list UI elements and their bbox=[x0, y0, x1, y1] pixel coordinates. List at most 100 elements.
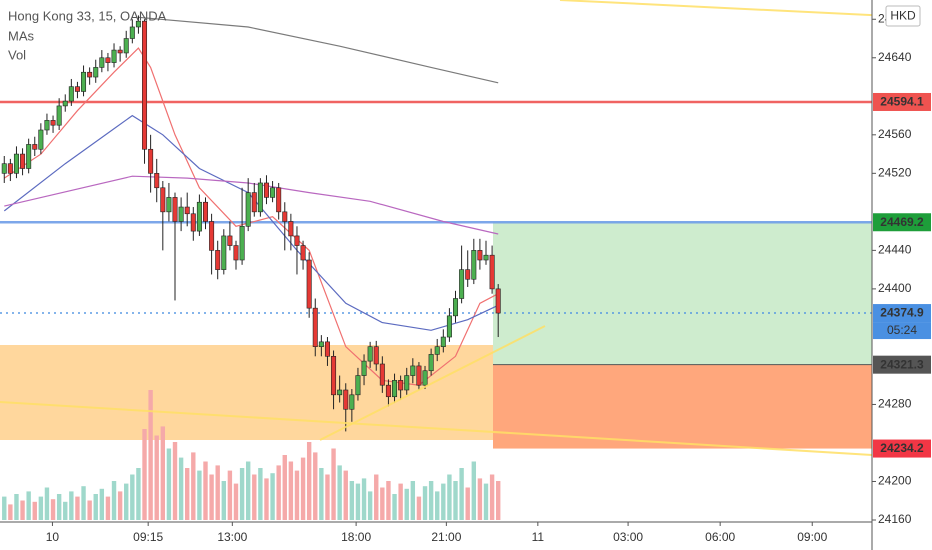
y-tick-label: 24160 bbox=[878, 512, 912, 526]
candle-body bbox=[166, 197, 172, 213]
trend-line bbox=[319, 325, 546, 441]
volume-bar bbox=[44, 487, 50, 520]
volume-bar bbox=[191, 452, 196, 520]
candle-body bbox=[172, 197, 178, 222]
volume-bar bbox=[130, 474, 135, 520]
candle-body bbox=[489, 254, 495, 290]
volume-bar bbox=[404, 488, 409, 520]
volume-bar bbox=[416, 496, 422, 520]
moving-average bbox=[138, 16, 499, 84]
volume-bar bbox=[239, 468, 245, 520]
y-tick-label: 24400 bbox=[878, 281, 912, 295]
volume-bar bbox=[465, 487, 470, 520]
candle-body bbox=[202, 201, 208, 222]
currency-box bbox=[885, 5, 921, 27]
candle-body bbox=[263, 182, 269, 198]
volume-bar bbox=[2, 496, 7, 520]
volume-bar bbox=[26, 491, 31, 520]
countdown: 05:24 bbox=[887, 323, 917, 337]
candle-body bbox=[324, 341, 330, 357]
volume-bar bbox=[215, 465, 220, 520]
volume-bar bbox=[380, 487, 385, 520]
stop-zone bbox=[493, 364, 872, 449]
volume-bar bbox=[20, 500, 25, 520]
candle-body bbox=[105, 57, 111, 63]
moving-average bbox=[3, 47, 499, 386]
candle-body bbox=[416, 365, 422, 386]
candle-body bbox=[367, 346, 373, 362]
candle-body bbox=[440, 336, 446, 347]
price-axis-bg bbox=[872, 0, 932, 550]
price-label: 24594.1 bbox=[880, 95, 924, 109]
volume-bar bbox=[56, 494, 62, 520]
volume-bar bbox=[227, 470, 233, 520]
volume-bar bbox=[453, 481, 458, 520]
volume-bar bbox=[245, 461, 251, 520]
volume-bar bbox=[495, 481, 501, 520]
volume-bar bbox=[258, 468, 263, 520]
candle-body bbox=[294, 235, 300, 246]
volume-bar bbox=[252, 474, 257, 520]
candle-body bbox=[355, 375, 361, 396]
volume-bar bbox=[300, 457, 306, 520]
volume-bar bbox=[69, 491, 74, 520]
volume-bar bbox=[398, 483, 403, 520]
candle-body bbox=[81, 71, 87, 92]
x-tick-label: 10 bbox=[46, 530, 60, 544]
volume-bar bbox=[447, 474, 452, 520]
volume-bar bbox=[331, 448, 336, 520]
volume-bar bbox=[489, 474, 495, 520]
indicator-label: MAs bbox=[8, 28, 35, 43]
volume-bar bbox=[392, 494, 397, 520]
volume-bar bbox=[136, 468, 141, 520]
y-tick-label: 24440 bbox=[878, 243, 912, 257]
candle-body bbox=[385, 384, 391, 398]
candle-body bbox=[483, 254, 489, 261]
price-label: 24321.3 bbox=[880, 357, 924, 371]
candle-body bbox=[50, 120, 56, 126]
volume-bar bbox=[172, 442, 178, 520]
candle-body bbox=[337, 389, 343, 396]
candle-body bbox=[282, 211, 288, 222]
candle-body bbox=[465, 269, 471, 280]
volume-bar bbox=[111, 481, 117, 520]
candle-body bbox=[160, 187, 166, 213]
volume-bar bbox=[81, 486, 86, 520]
volume-bar bbox=[306, 442, 312, 520]
candle-body bbox=[215, 250, 221, 270]
candle-body bbox=[111, 49, 117, 63]
candle-body bbox=[1, 163, 7, 174]
y-tick-label: 24520 bbox=[878, 166, 912, 180]
volume-bar bbox=[148, 390, 153, 520]
volume-bar bbox=[349, 481, 355, 520]
volume-bar bbox=[117, 491, 123, 520]
candle-body bbox=[422, 370, 428, 386]
trend-line bbox=[559, 0, 932, 19]
volume-bar bbox=[313, 452, 318, 520]
x-tick-label: 09:00 bbox=[797, 530, 827, 544]
volume-bar bbox=[288, 461, 294, 520]
candle-body bbox=[495, 288, 501, 314]
candle-body bbox=[129, 26, 135, 39]
candle-body bbox=[227, 235, 233, 246]
volume-bar bbox=[87, 500, 92, 520]
volume-bar bbox=[63, 501, 68, 520]
candle-body bbox=[68, 86, 74, 102]
volume-bar bbox=[410, 481, 416, 520]
volume-bar bbox=[166, 448, 172, 520]
volume-bar bbox=[14, 494, 19, 520]
price-label-bg bbox=[873, 355, 931, 374]
candle-body bbox=[233, 245, 239, 261]
volume-bar bbox=[282, 455, 287, 520]
volume-bar bbox=[294, 470, 300, 520]
x-tick-label: 11 bbox=[532, 530, 545, 544]
price-label-bg bbox=[873, 213, 931, 232]
volume-bar bbox=[422, 486, 428, 520]
x-tick-label: 21:00 bbox=[431, 530, 461, 544]
candle-body bbox=[74, 86, 80, 92]
candle-body bbox=[62, 100, 68, 107]
candle-body bbox=[148, 148, 154, 174]
countdown-bg bbox=[873, 322, 931, 340]
candle-body bbox=[312, 307, 318, 347]
